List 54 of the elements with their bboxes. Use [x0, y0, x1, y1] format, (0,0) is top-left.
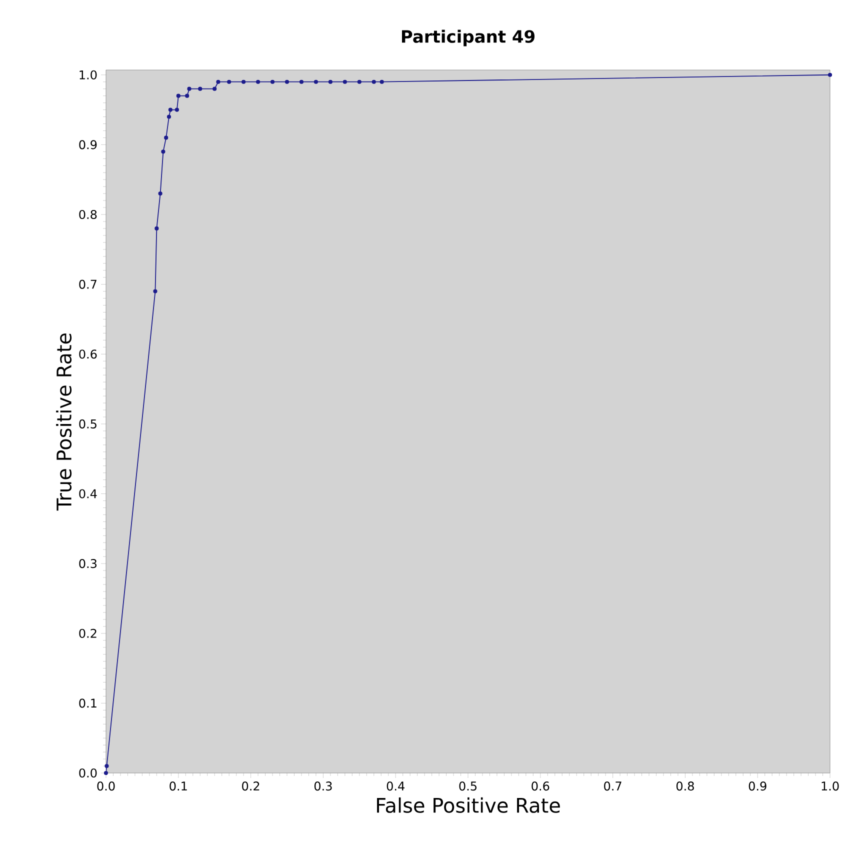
point [256, 80, 260, 84]
y-tick-label: 0.8 [79, 210, 97, 220]
point [164, 136, 168, 140]
y-tick-label: 0.2 [79, 628, 96, 638]
point [176, 94, 180, 98]
y-tick-label: 0.5 [79, 419, 96, 428]
point [342, 80, 347, 84]
point [166, 114, 172, 119]
y-tick-label: 0.3 [79, 559, 97, 568]
x-tick-label: 0.8 [676, 782, 694, 791]
x-tick-label: 0.4 [386, 782, 404, 791]
point [198, 86, 202, 91]
point [185, 94, 190, 98]
point [187, 86, 192, 91]
x-tick-label: 0.0 [97, 782, 115, 791]
x-tick-label: 0.5 [459, 782, 477, 791]
y-tick-label: 0.7 [79, 280, 96, 289]
point [380, 80, 384, 84]
y-tick-label: 0.6 [79, 350, 97, 359]
x-tick-label: 1.0 [822, 782, 839, 791]
y-tick-label: 0.1 [79, 698, 96, 708]
x-axis-title: False Positive Rate [377, 797, 560, 813]
point [158, 192, 162, 196]
point [104, 770, 108, 776]
point [174, 108, 179, 112]
point [168, 108, 172, 112]
x-tick-label: 0.1 [170, 782, 187, 791]
point [328, 80, 332, 84]
point [216, 80, 220, 84]
point [153, 289, 158, 294]
x-tick-label: 0.7 [604, 782, 622, 791]
y-tick-label: 0.9 [79, 140, 97, 150]
point [270, 80, 275, 84]
x-tick-label: 0.3 [314, 782, 332, 791]
chart-title: Participant 49 [402, 30, 535, 46]
point [242, 80, 246, 84]
point [372, 80, 376, 84]
y-tick-label: 1.0 [80, 70, 97, 80]
y-tick-label: 0.4 [79, 489, 97, 498]
point [154, 226, 159, 231]
x-tick-label: 0.9 [748, 782, 766, 791]
point [284, 80, 290, 84]
y-axis-title: True Positive Rate [56, 333, 72, 511]
x-tick-label: 0.2 [242, 782, 260, 791]
point [299, 80, 304, 84]
point [227, 80, 232, 84]
x-tick-label: 0.6 [532, 782, 550, 791]
point [212, 86, 217, 91]
point [161, 150, 166, 154]
point [104, 764, 109, 768]
point [357, 80, 362, 84]
y-tick-label: 0.0 [79, 768, 97, 778]
point [828, 72, 832, 77]
point [314, 80, 318, 84]
